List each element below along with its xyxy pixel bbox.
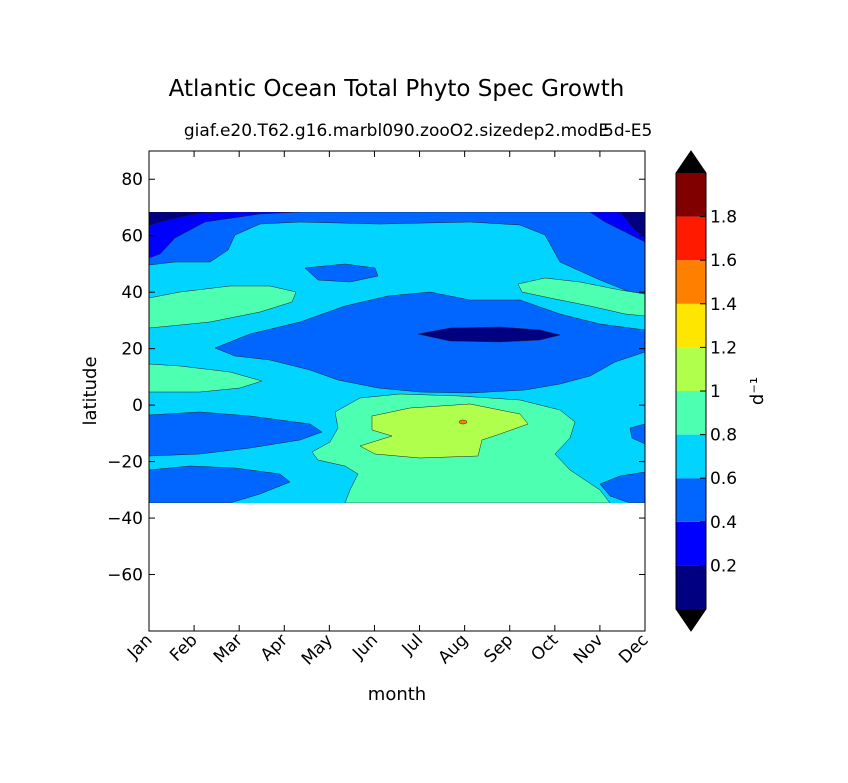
contour-equator-blue-west (149, 411, 323, 457)
y-axis-label: latitude (80, 356, 101, 425)
contour-bloom-orange (458, 419, 468, 425)
x-tick-label: Jan (123, 630, 156, 663)
x-tick-label: May (298, 630, 337, 669)
y-tick-label: 60 (121, 227, 143, 247)
colorbar-tick-label: 1 (710, 382, 721, 402)
y-tick-label: 80 (121, 170, 143, 190)
colorbar-tick-label: 0.6 (710, 469, 737, 489)
x-tick-label: Oct (527, 630, 562, 665)
contour-north-green-west (149, 285, 297, 329)
colorbar-segment (676, 565, 706, 609)
colorbar-segment (676, 303, 706, 348)
colorbar: 0.2 0.4 0.6 0.8 1 1.2 1.4 1.6 1.8 (675, 150, 737, 632)
colorbar-extend-top (676, 151, 706, 173)
colorbar-extend-bottom (676, 609, 706, 631)
colorbar-segment (676, 391, 706, 435)
colorbar-segment (676, 478, 706, 522)
y-tick-label: 40 (121, 283, 143, 303)
x-tick-label: Aug (435, 630, 473, 668)
colorbar-tick-label: 0.2 (710, 556, 737, 576)
contour-south-blue-east (599, 471, 645, 503)
x-tick-label: Mar (210, 630, 247, 667)
chart-subtitle-right: 5d-E5 (603, 121, 653, 141)
colorbar-label: d⁻¹ (747, 377, 768, 405)
colorbar-tick-label: 1.8 (710, 208, 737, 228)
colorbar-tick-label: 1.2 (710, 338, 737, 358)
y-tick-label: 20 (121, 340, 143, 360)
colorbar-tick-label: 0.4 (710, 513, 737, 533)
colorbar-tick-label: 1.4 (710, 295, 737, 315)
contour-north-darkblue (149, 212, 301, 259)
x-tick-label: Sep (480, 630, 517, 667)
y-tick-label: −20 (107, 453, 143, 473)
contour-field (149, 212, 645, 503)
x-tick-label: Jun (348, 630, 382, 664)
contour-tropics-green (149, 363, 263, 393)
colorbar-segment (676, 260, 706, 304)
colorbar-segment (676, 521, 706, 566)
contour-gyre (214, 291, 645, 394)
chart-title: Atlantic Ocean Total Phyto Spec Growth (168, 76, 625, 102)
contour-north-navy-east (619, 212, 645, 239)
colorbar-segment (676, 216, 706, 261)
contour-south-blue-west (149, 465, 291, 503)
colorbar-outline (675, 150, 707, 632)
contour-bloom-yellowgreen (359, 403, 529, 459)
contour-equator-blue-east (629, 423, 645, 445)
y-tick-label: 0 (132, 396, 143, 416)
y-tick-label: −40 (107, 509, 143, 529)
colorbar-tick-label: 1.6 (710, 251, 737, 271)
x-tick-label: Apr (257, 630, 292, 665)
y-tick-label: −60 (107, 566, 143, 586)
colorbar-segment (676, 434, 706, 479)
x-axis-label: month (368, 684, 426, 705)
x-tick-label: Feb (166, 630, 201, 665)
contour-north-green-east (517, 277, 645, 317)
x-tick-label: Nov (570, 630, 608, 668)
contour-north-navy (149, 212, 216, 227)
colorbar-segment (676, 173, 706, 217)
x-tick-label: Dec (615, 630, 652, 667)
plot-frame (148, 150, 646, 632)
x-tick-label: Jul (398, 630, 427, 659)
contour-gyre-core (417, 326, 561, 343)
colorbar-tick-label: 0.8 (710, 426, 737, 446)
chart-subtitle: giaf.e20.T62.g16.marbl090.zooO2.sizedep2… (183, 121, 610, 141)
contour-may-blob (304, 263, 379, 283)
colorbar-segment (676, 347, 706, 391)
y-axis: 80 60 40 20 0 −20 −40 −60 (107, 170, 645, 586)
